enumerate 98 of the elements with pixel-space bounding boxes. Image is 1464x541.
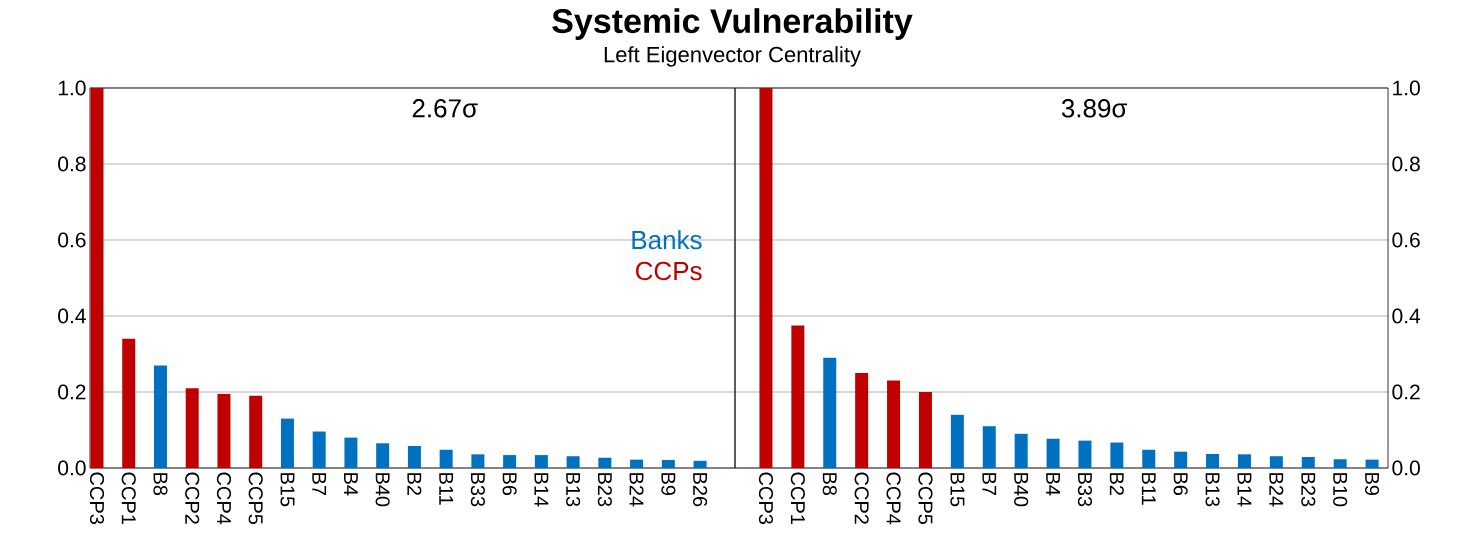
x-tick-label: B33 bbox=[470, 473, 485, 507]
x-tick-label: CCP2 bbox=[185, 472, 200, 524]
x-tick-label: B4 bbox=[344, 473, 358, 496]
x-tick-label: B23 bbox=[597, 473, 612, 507]
bar bbox=[1110, 442, 1124, 468]
bar bbox=[344, 437, 358, 468]
bar bbox=[439, 449, 453, 468]
bar bbox=[598, 457, 612, 468]
x-tick-label: B7 bbox=[982, 473, 997, 495]
x-tick-label: CCP5 bbox=[918, 472, 933, 525]
bar bbox=[1078, 440, 1092, 468]
bar bbox=[887, 380, 901, 468]
y-tick-label: 1.0 bbox=[58, 80, 86, 96]
bar bbox=[630, 459, 644, 468]
bar bbox=[1301, 456, 1315, 468]
x-tick-label: B11 bbox=[439, 473, 454, 505]
bar bbox=[217, 393, 231, 468]
y2-tick-label: 0.6 bbox=[1392, 232, 1420, 248]
x-tick-label: B2 bbox=[1109, 473, 1124, 495]
bar bbox=[153, 365, 167, 468]
bar bbox=[1046, 438, 1060, 468]
bar bbox=[918, 392, 932, 468]
bar bbox=[312, 431, 326, 468]
bar bbox=[90, 88, 104, 468]
bar bbox=[950, 414, 964, 468]
x-tick-label: B9 bbox=[1364, 473, 1380, 496]
bar bbox=[185, 388, 199, 468]
x-tick-label: B13 bbox=[1205, 473, 1220, 507]
x-tick-label: B15 bbox=[280, 473, 295, 507]
x-tick-label: B6 bbox=[1173, 473, 1188, 496]
x-tick-label: B7 bbox=[312, 473, 327, 495]
bar bbox=[122, 338, 136, 468]
text: Banks bbox=[632, 230, 702, 250]
bar bbox=[280, 418, 294, 468]
bar bbox=[1206, 453, 1220, 468]
x-tick-label: B10 bbox=[1333, 473, 1348, 507]
y2-tick-label: 0.8 bbox=[1392, 156, 1420, 172]
bar bbox=[566, 456, 580, 468]
bar bbox=[982, 426, 996, 468]
y2-tick-label: 0.0 bbox=[1392, 460, 1420, 476]
bar bbox=[823, 357, 837, 468]
x-tick-label: B24 bbox=[629, 473, 644, 507]
x-tick-label: CCP3 bbox=[89, 472, 105, 524]
x-tick-label: B2 bbox=[407, 473, 422, 495]
bar bbox=[1333, 459, 1347, 468]
y-tick-label: 0.6 bbox=[58, 232, 86, 248]
y-tick-label: 0.4 bbox=[58, 308, 86, 324]
y-tick-label: 0.0 bbox=[58, 460, 86, 476]
bar bbox=[855, 373, 869, 468]
bar bbox=[534, 455, 548, 468]
x-tick-label: B9 bbox=[661, 473, 676, 496]
bar bbox=[1014, 433, 1028, 468]
bar bbox=[503, 455, 517, 468]
x-tick-label: B8 bbox=[822, 473, 837, 496]
chart-title: Systemic Vulnerability bbox=[552, 8, 913, 40]
text: CCPs bbox=[635, 261, 702, 281]
y2-tick-label: 1.0 bbox=[1393, 80, 1420, 96]
bar bbox=[249, 395, 263, 468]
y2-tick-label: 0.4 bbox=[1392, 308, 1421, 324]
bar bbox=[1269, 456, 1283, 468]
x-tick-label: CCP3 bbox=[758, 472, 774, 524]
y2-tick-label: 0.2 bbox=[1392, 384, 1420, 400]
x-tick-label: CCP4 bbox=[886, 472, 901, 525]
x-tick-label: B24 bbox=[1269, 473, 1284, 507]
bar bbox=[1142, 449, 1156, 468]
x-tick-label: B40 bbox=[1014, 473, 1029, 507]
x-tick-label: B23 bbox=[1301, 473, 1316, 507]
x-tick-label: B26 bbox=[693, 473, 708, 507]
x-tick-label: B40 bbox=[375, 473, 390, 507]
bar bbox=[693, 460, 707, 468]
y-tick-label: 0.2 bbox=[58, 384, 86, 400]
bar bbox=[376, 443, 390, 468]
x-tick-label: CCP4 bbox=[216, 472, 232, 525]
bar bbox=[759, 88, 773, 468]
bar bbox=[1237, 454, 1251, 468]
x-tick-label: B8 bbox=[153, 473, 168, 496]
bar bbox=[1365, 459, 1379, 468]
x-tick-label: B33 bbox=[1077, 473, 1093, 507]
x-tick-label: B13 bbox=[566, 473, 581, 507]
annotation: 2.67σ bbox=[412, 99, 478, 118]
bar bbox=[661, 460, 675, 468]
bar bbox=[791, 325, 805, 468]
x-tick-label: B6 bbox=[502, 473, 517, 496]
x-tick-label: B14 bbox=[1237, 473, 1252, 507]
bar bbox=[407, 445, 421, 468]
y-tick-label: 0.8 bbox=[58, 156, 86, 172]
bar bbox=[1174, 451, 1188, 468]
x-tick-label: CCP1 bbox=[121, 472, 136, 524]
x-tick-label: CCP5 bbox=[248, 472, 263, 525]
x-tick-label: B4 bbox=[1046, 473, 1060, 496]
x-tick-label: CCP1 bbox=[790, 472, 805, 524]
x-tick-label: B11 bbox=[1141, 473, 1156, 505]
annotation: 3.89σ bbox=[1061, 99, 1128, 118]
x-tick-label: B14 bbox=[534, 473, 549, 507]
chart-subtitle: Left Eigenvector Centrality bbox=[604, 46, 861, 67]
x-tick-label: CCP2 bbox=[854, 472, 869, 524]
bar bbox=[471, 454, 485, 468]
x-tick-label: B15 bbox=[950, 473, 965, 507]
